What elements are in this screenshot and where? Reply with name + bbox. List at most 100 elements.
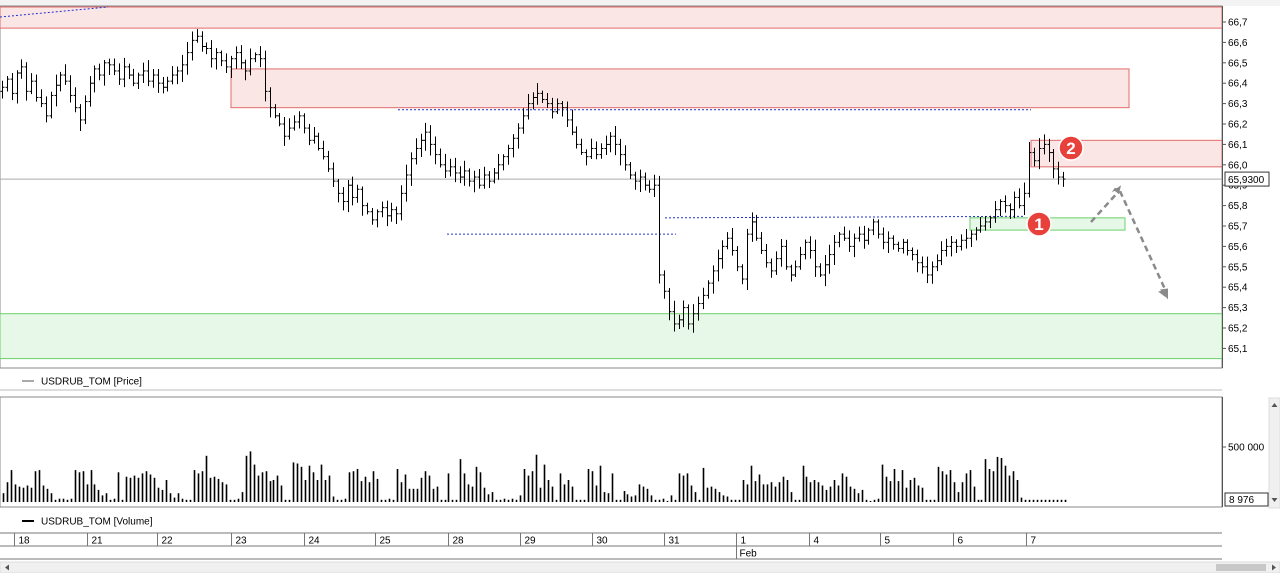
scroll-left-icon[interactable] [5, 564, 9, 571]
price-bar [993, 200, 998, 223]
forecast-up-arrow [1090, 192, 1118, 223]
price-bar [521, 108, 526, 134]
volume-scrollbar[interactable] [1268, 397, 1280, 509]
price-bar [462, 160, 467, 186]
price-bar [871, 218, 876, 236]
horizontal-scrollbar[interactable] [0, 561, 1280, 573]
price-bar [944, 238, 949, 257]
price-legend: USDRUB_TOM [Price] [41, 377, 142, 388]
price-bar [146, 60, 151, 87]
price-bar [604, 135, 609, 156]
price-bar [896, 241, 901, 252]
price-bar [44, 96, 49, 123]
price-plot-area [0, 5, 1223, 369]
price-bar [891, 235, 896, 250]
price-bar [608, 132, 613, 153]
price-bar [136, 72, 141, 90]
price-bar [307, 123, 312, 146]
price-bar [5, 76, 10, 92]
price-bar [375, 209, 380, 228]
price-bar [229, 55, 234, 79]
x-tick-label: 24 [309, 536, 321, 547]
price-axis: 66,766,666,566,466,366,266,166,065,965,8… [1222, 6, 1280, 368]
price-bar [200, 31, 205, 52]
y-tick-label: 66,2 [1228, 120, 1248, 131]
price-bar [487, 171, 492, 189]
x-tick-label: 30 [597, 536, 609, 547]
price-bar [599, 143, 604, 159]
price-bar [823, 254, 828, 287]
time-axis: 18 21 22 23 24 25 28 29 30 31 1 4 5 6 7 Feb [0, 531, 1222, 561]
volume-bars-layer [2, 451, 1067, 502]
price-bar [988, 215, 993, 229]
price-bar [15, 70, 20, 104]
x-tick-label: 5 [885, 536, 891, 547]
scroll-down-icon[interactable] [1271, 498, 1278, 502]
price-bar [24, 62, 29, 101]
price-bar [638, 169, 643, 193]
price-bar [83, 95, 88, 125]
marker-2: 2 [1058, 135, 1084, 161]
price-bar [545, 93, 550, 108]
x-tick-label: 21 [92, 536, 104, 547]
month-label: Feb [740, 549, 758, 560]
price-bar [141, 62, 146, 84]
scroll-right-icon[interactable] [1272, 564, 1276, 571]
price-bar [428, 125, 433, 156]
price-pane[interactable]: 66,766,666,566,466,366,266,166,065,965,8… [0, 5, 1280, 369]
price-bar [949, 236, 954, 257]
price-bar [156, 68, 161, 93]
price-bar [19, 59, 24, 79]
price-bar [501, 154, 506, 171]
price-bar [54, 74, 59, 107]
scroll-up-icon[interactable] [1271, 403, 1278, 407]
price-bar [496, 153, 501, 180]
price-bar [526, 93, 531, 120]
x-tick-label: 4 [814, 536, 820, 547]
price-bar [905, 239, 910, 256]
price-bar [643, 172, 648, 191]
price-bar [769, 258, 774, 278]
price-bar [472, 170, 477, 193]
price-bar [745, 228, 750, 291]
price-bar [974, 227, 979, 241]
price-bar [58, 71, 63, 92]
price-bar [287, 118, 292, 140]
price-bar [579, 138, 584, 155]
volume-pane[interactable]: 500 000 8 976 [0, 396, 1269, 508]
price-bar [886, 231, 891, 254]
scroll-thumb[interactable] [1216, 564, 1266, 571]
x-tick-label: 1 [741, 536, 747, 547]
price-bar [920, 256, 925, 274]
y-tick-label: 66,4 [1228, 79, 1248, 90]
price-bar [78, 104, 83, 132]
price-bar [297, 111, 302, 129]
price-bar [798, 246, 803, 270]
price-bar [346, 180, 351, 213]
price-bar [628, 161, 633, 179]
price-bar [88, 76, 93, 107]
price-bar [195, 29, 200, 43]
price-bar [0, 80, 5, 99]
price-bar [102, 60, 107, 86]
price-bar [458, 166, 463, 184]
price-bar [10, 73, 15, 101]
price-bar [730, 228, 735, 256]
price-bar [852, 233, 857, 258]
price-bar [1061, 171, 1066, 187]
price-bar [277, 113, 282, 127]
price-bar [959, 234, 964, 251]
price-bar [389, 202, 394, 222]
x-tick-label: 18 [19, 536, 31, 547]
price-bar [131, 68, 136, 87]
price-bar [239, 45, 244, 70]
x-tick-label: 31 [669, 536, 681, 547]
price-bar [92, 65, 97, 93]
price-bar [385, 200, 390, 227]
price-bar [725, 232, 730, 250]
price-bar [652, 174, 657, 198]
y-tick-label: 66,6 [1228, 38, 1248, 49]
price-bar [774, 251, 779, 275]
price-bar [224, 53, 229, 73]
price-bar [151, 68, 156, 88]
